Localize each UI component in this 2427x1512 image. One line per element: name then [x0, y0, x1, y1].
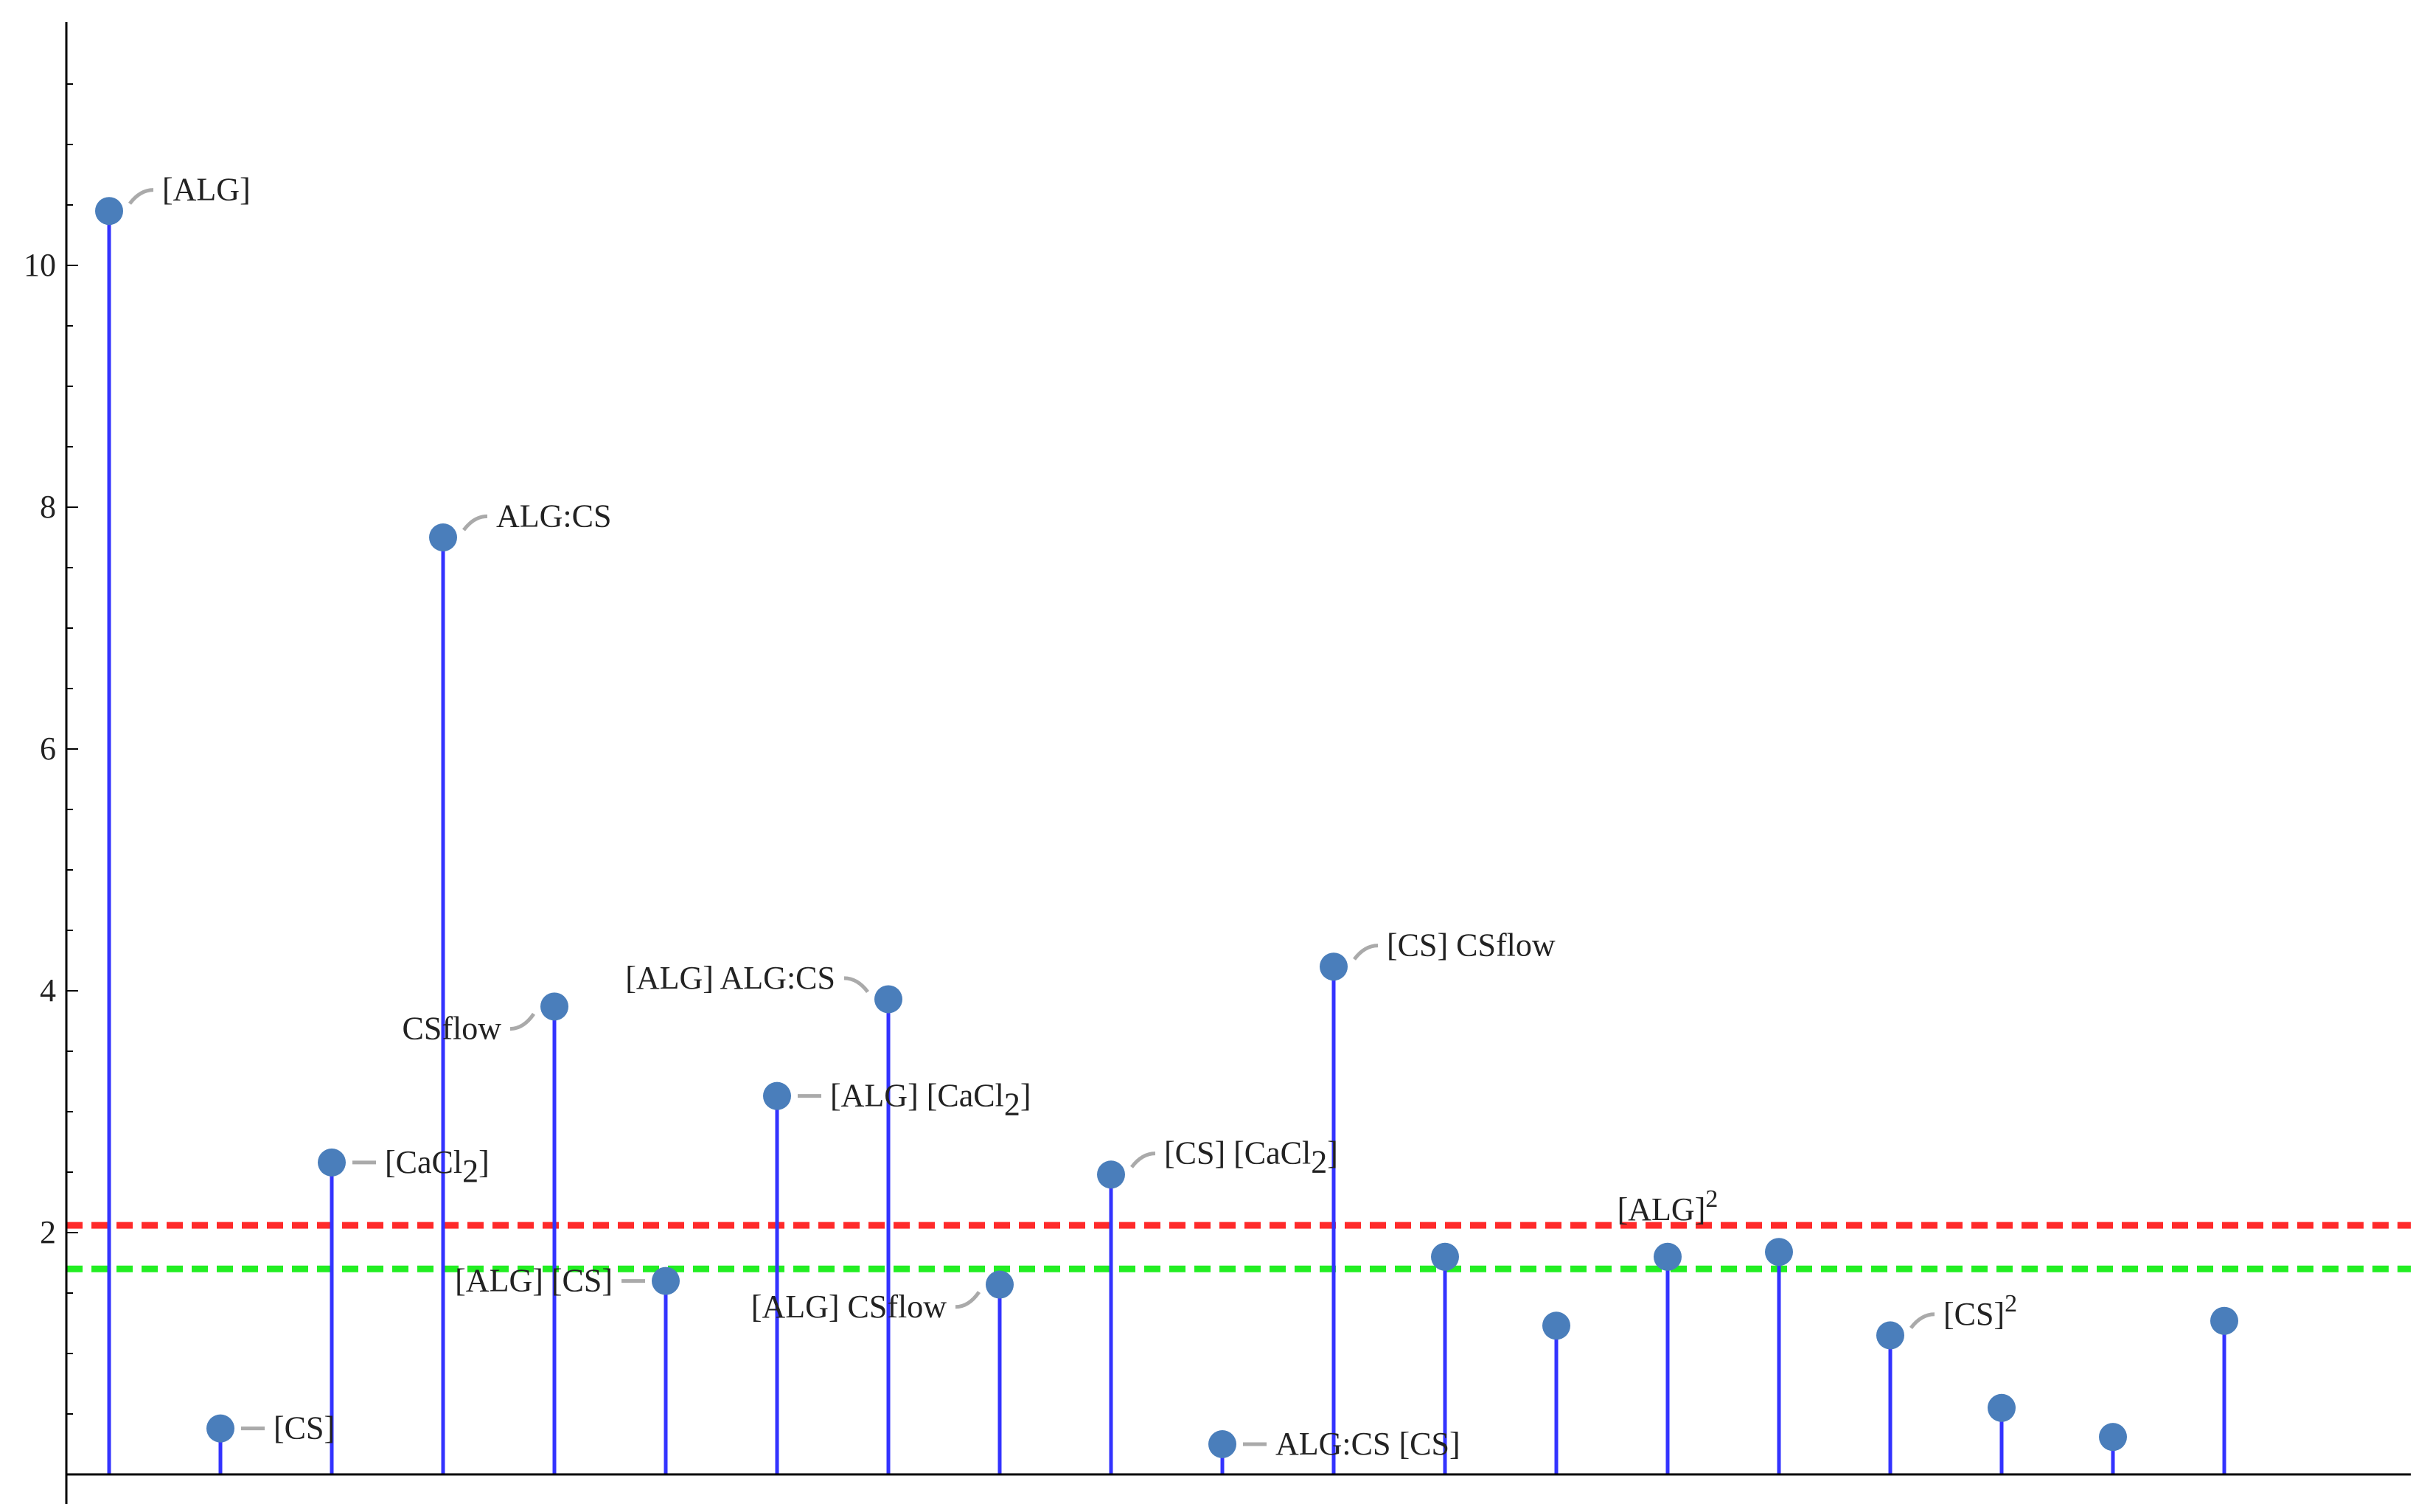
data-point	[1208, 1430, 1236, 1458]
data-point	[1765, 1238, 1793, 1267]
data-point	[2210, 1306, 2238, 1335]
point-label: [CaCl2]	[385, 1144, 490, 1189]
y-tick-label: 10	[24, 247, 56, 283]
point-labels: [ALG] [CS] [CaCl2] ALG:CS CSflow [ALG] [CS] [A…	[162, 172, 2017, 1462]
point-label: [CS]	[274, 1410, 335, 1446]
data-point	[986, 1270, 1014, 1299]
label-leader	[128, 188, 154, 205]
point-label: [CS] [CaCl2]	[1164, 1135, 1338, 1180]
label-leader	[955, 1291, 981, 1309]
data-point	[318, 1148, 346, 1177]
point-label: [ALG] [CaCl2]	[830, 1078, 1031, 1123]
data-point	[540, 992, 568, 1021]
y-tick-label: 8	[40, 489, 56, 525]
data-point	[1542, 1311, 1570, 1340]
label-leader	[1130, 1152, 1156, 1168]
data-point	[652, 1267, 680, 1295]
point-label: [ALG] CSflow	[751, 1289, 947, 1325]
data-point	[1876, 1321, 1904, 1350]
data-points	[95, 197, 2238, 1458]
label-leaders	[128, 188, 1935, 1446]
data-point	[95, 197, 123, 226]
stems	[107, 211, 2226, 1474]
point-label: [ALG] [CS]	[455, 1263, 613, 1299]
label-leader	[1909, 1312, 1935, 1329]
data-point	[206, 1414, 234, 1443]
point-label: CSflow	[403, 1011, 502, 1047]
label-leader	[1353, 944, 1379, 961]
point-label: [ALG] ALG:CS	[625, 960, 835, 996]
y-tick-label: 6	[40, 731, 56, 767]
point-label: ALG:CS [CS]	[1275, 1426, 1460, 1462]
point-label: [CS]2	[1943, 1290, 2017, 1332]
data-point	[429, 523, 457, 551]
data-point	[874, 985, 902, 1014]
data-point	[1320, 952, 1348, 981]
y-tick-label: 4	[40, 972, 56, 1008]
label-leader	[462, 514, 488, 532]
data-point	[763, 1081, 791, 1110]
data-point	[1654, 1242, 1682, 1271]
point-label: [ALG]2	[1618, 1185, 1719, 1227]
data-point	[2099, 1423, 2127, 1452]
y-tick-label: 2	[40, 1214, 56, 1250]
label-leader	[509, 1012, 536, 1031]
point-label: [CS] CSflow	[1387, 927, 1556, 964]
label-leader	[843, 976, 869, 994]
axes: 2 4 6 8 10	[24, 22, 2411, 1504]
data-point	[1097, 1160, 1125, 1189]
threshold-lines	[66, 1222, 2411, 1272]
point-label: ALG:CS	[496, 498, 611, 534]
data-point	[1431, 1242, 1459, 1271]
point-label: [ALG]	[162, 172, 251, 208]
data-point	[1988, 1393, 2016, 1422]
